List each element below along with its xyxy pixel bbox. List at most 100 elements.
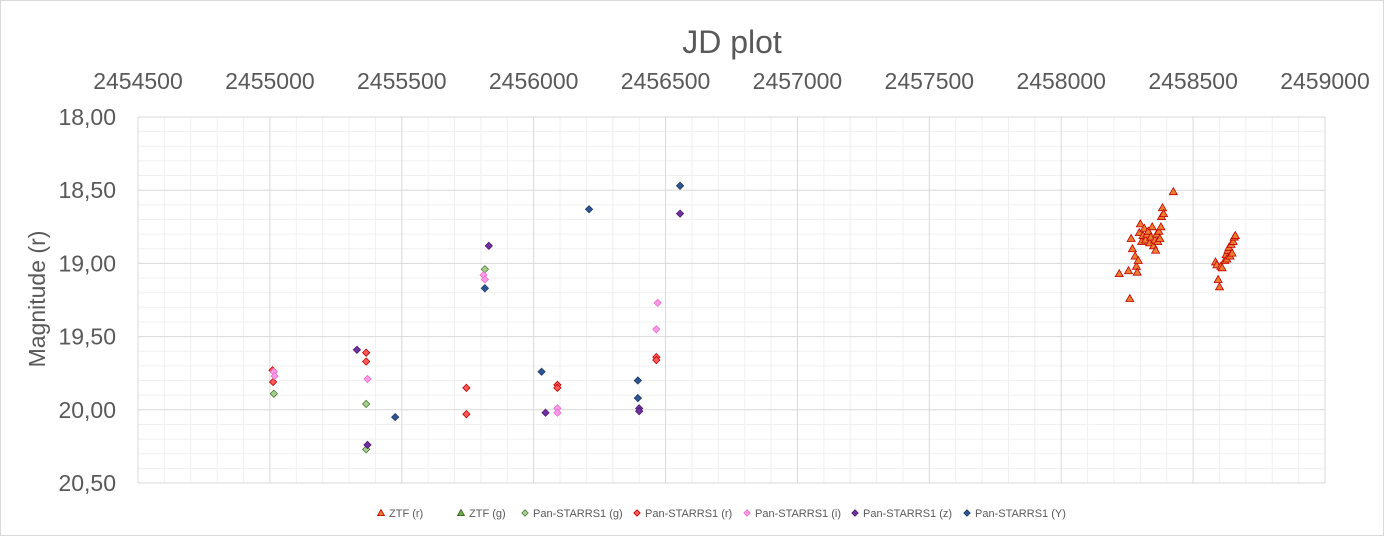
data-point <box>675 209 685 218</box>
data-point <box>391 412 400 422</box>
data-point <box>633 376 643 385</box>
data-point <box>1158 208 1169 218</box>
series-pan-starrs1-y <box>391 181 685 422</box>
data-point <box>1214 282 1225 291</box>
data-point <box>1114 268 1124 278</box>
data-point <box>1155 233 1165 242</box>
legend-item-ztf-g: ZTF (g) <box>456 508 506 520</box>
data-point <box>1228 236 1238 245</box>
data-point <box>1130 251 1140 260</box>
data-point <box>480 265 490 274</box>
x-tick-label: 2457500 <box>885 68 975 94</box>
y-tick-label: 18,50 <box>58 177 116 203</box>
x-tick-label: 2457000 <box>753 68 843 94</box>
x-tick-label: 2456000 <box>489 68 579 94</box>
data-point <box>462 383 471 393</box>
data-point <box>269 389 279 398</box>
series-ztf-r <box>1114 186 1241 302</box>
data-point <box>1227 248 1237 257</box>
x-axis-tick-labels: 2454500 2455000 2455500 2456000 2456500 24570… <box>93 68 1370 94</box>
data-point <box>553 383 562 393</box>
chart-title: JD plot <box>682 24 782 60</box>
data-point <box>462 410 471 419</box>
legend-item-pan-starrs1-y: Pan-STARRS1 (Y) <box>963 508 1066 520</box>
data-point <box>1132 267 1142 276</box>
legend-item-pan-starrs1-g: Pan-STARRS1 (g) <box>521 508 623 520</box>
data-point <box>1127 243 1138 253</box>
data-point <box>1154 226 1164 235</box>
x-tick-label: 2455500 <box>357 68 447 94</box>
series-pan-starrs1-r <box>268 348 661 419</box>
data-point <box>1133 255 1143 264</box>
minor-gridlines <box>138 117 1325 483</box>
x-tick-label: 2456500 <box>621 68 711 94</box>
y-tick-label: 20,00 <box>58 397 116 423</box>
legend-item-pan-starrs1-i: Pan-STARRS1 (i) <box>743 508 841 520</box>
x-tick-label: 2455000 <box>225 68 315 94</box>
data-point <box>1217 262 1227 272</box>
data-point <box>1135 219 1146 228</box>
y-tick-label: 19,50 <box>58 324 116 350</box>
major-gridlines <box>137 116 1326 484</box>
data-point <box>480 284 490 293</box>
data-point <box>635 407 644 416</box>
data-point <box>584 205 594 214</box>
legend: ZTF (r) ZTF (g) Pan-STARRS1 (g) Pan-STARRS1… <box>376 508 1066 520</box>
data-point <box>1125 293 1135 302</box>
data-point <box>362 399 371 409</box>
data-point <box>362 357 371 366</box>
data-point <box>352 345 362 354</box>
x-tick-label: 2454500 <box>93 68 183 94</box>
data-point <box>553 408 562 417</box>
data-point <box>1147 221 1157 231</box>
data-point <box>480 275 490 284</box>
data-point <box>653 298 662 308</box>
data-point <box>484 241 493 250</box>
legend-label: ZTF (r) <box>389 508 423 520</box>
data-point <box>268 377 278 387</box>
data-point <box>363 374 372 384</box>
legend-label: Pan-STARRS1 (r) <box>645 508 732 520</box>
legend-marker <box>456 508 466 517</box>
data-point <box>1230 230 1241 239</box>
y-tick-label: 19,00 <box>58 250 116 276</box>
data-point <box>1213 274 1223 283</box>
data-point <box>652 355 661 365</box>
y-axis-title: Magnitude (r) <box>24 231 50 368</box>
data-point <box>362 348 371 357</box>
x-tick-label: 2458500 <box>1148 68 1238 94</box>
data-point <box>1126 233 1136 242</box>
data-point <box>1123 265 1134 275</box>
y-axis-tick-labels: 18,00 18,50 19,00 19,50 20,00 20,50 <box>58 104 116 496</box>
data-point <box>633 393 643 403</box>
legend-label: Pan-STARRS1 (g) <box>533 508 623 520</box>
x-tick-label: 2458000 <box>1016 68 1106 94</box>
data-point <box>1168 186 1179 196</box>
legend-marker <box>376 508 386 517</box>
series-pan-starrs1-i <box>269 270 662 417</box>
data-point <box>541 408 550 417</box>
legend-item-ztf-r: ZTF (r) <box>376 508 423 520</box>
data-point <box>652 325 661 334</box>
legend-marker <box>633 509 641 517</box>
x-tick-label: 2459000 <box>1280 68 1370 94</box>
legend-item-pan-starrs1-z: Pan-STARRS1 (z) <box>851 508 952 520</box>
legend-marker <box>521 509 529 517</box>
legend-label: Pan-STARRS1 (i) <box>755 508 841 520</box>
data-points <box>268 181 1241 454</box>
data-point <box>1139 223 1150 232</box>
data-point <box>675 181 685 190</box>
legend-label: ZTF (g) <box>469 508 506 520</box>
data-point <box>1156 221 1166 231</box>
legend-label: Pan-STARRS1 (z) <box>863 508 952 520</box>
data-point <box>537 367 546 376</box>
legend-label: Pan-STARRS1 (Y) <box>975 508 1066 520</box>
data-point <box>1143 226 1153 235</box>
y-tick-label: 20,50 <box>58 470 116 496</box>
y-tick-label: 18,00 <box>58 104 116 130</box>
legend-item-pan-starrs1-r: Pan-STARRS1 (r) <box>633 508 732 520</box>
legend-marker <box>743 509 751 517</box>
legend-marker <box>851 509 859 517</box>
